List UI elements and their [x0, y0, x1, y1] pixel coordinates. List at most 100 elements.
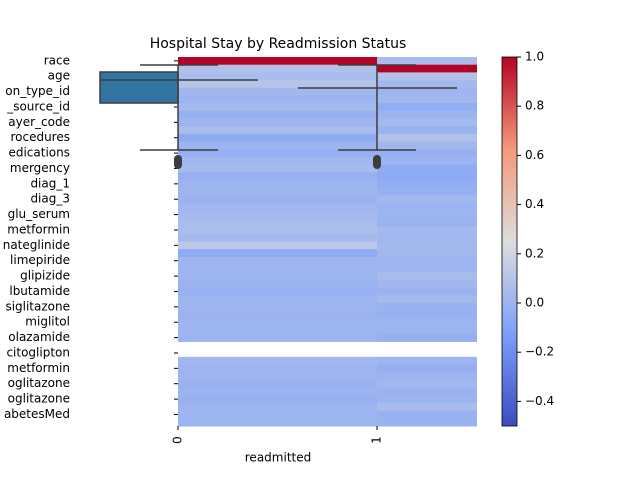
heatmap-cell	[377, 279, 477, 289]
y-tick-label: diag_3	[30, 192, 70, 206]
heatmap-cell	[178, 233, 377, 242]
y-tick-label: glipizide	[20, 269, 70, 283]
heatmap-cell	[377, 402, 477, 412]
y-tick-label: oglitazone	[8, 392, 70, 406]
y-tick-label: metformin	[7, 361, 70, 375]
heatmap-cell	[377, 80, 477, 89]
heatmap-cell	[377, 226, 477, 235]
heatmap-cell	[178, 241, 377, 250]
heatmap-cell	[178, 203, 377, 212]
heatmap-cell	[377, 233, 477, 242]
colorbar	[502, 57, 517, 426]
y-tick-label: oglitazone	[8, 376, 70, 390]
y-tick-label: rocedures	[10, 130, 70, 144]
heatmap-cell	[178, 318, 377, 327]
heatmap-cell	[377, 295, 477, 304]
y-tick-label: citoglipton	[6, 345, 70, 359]
colorbar-frame	[501, 56, 518, 427]
y-tick-label: _source_id	[6, 99, 70, 113]
y-tick-label: abetesMed	[4, 407, 70, 421]
heatmap-cell	[377, 57, 477, 66]
y-tick-label: on_type_id	[5, 84, 70, 98]
heatmap-cell	[377, 264, 477, 273]
heatmap-cell	[178, 272, 377, 281]
heatmap-cell	[178, 210, 377, 219]
heatmap-cell	[377, 203, 477, 212]
heatmap-cell	[178, 149, 377, 158]
y-tick-label: metformin	[7, 222, 70, 236]
boxplot-overlay	[99, 64, 457, 169]
heatmap-cell	[377, 256, 477, 266]
heatmap-cell	[377, 379, 477, 389]
heatmap-cell	[377, 210, 477, 219]
heatmap-cell	[178, 364, 377, 373]
colorbar-tick-label: −0.4	[525, 394, 554, 408]
heatmap-cell	[178, 187, 377, 196]
heatmap-cell	[178, 103, 377, 112]
colorbar-tick-label: 0.6	[525, 148, 544, 162]
heatmap-cell	[178, 379, 377, 389]
heatmap-cell	[178, 326, 377, 335]
heatmap-cell	[178, 356, 377, 365]
colorbar-tick-label: 1.0	[525, 50, 544, 64]
y-tick-label: mergency	[10, 161, 70, 175]
heatmap-cell	[178, 110, 377, 119]
heatmap-cell	[377, 318, 477, 327]
heatmap-cell	[178, 395, 377, 404]
heatmap-cell	[377, 180, 477, 189]
x-tick-label: 0	[171, 436, 185, 444]
fliers	[174, 155, 182, 169]
heatmap-cell	[178, 402, 377, 412]
heatmap-cell	[178, 72, 377, 81]
x-tick-label: 1	[370, 436, 384, 444]
heatmap-cell	[178, 95, 377, 104]
heatmap-cell	[377, 410, 477, 419]
heatmap-cell	[377, 156, 477, 166]
heatmap-cell	[377, 333, 477, 342]
heatmap-cell	[377, 218, 477, 227]
heatmap-cell	[377, 95, 477, 104]
heatmap-cell	[377, 303, 477, 312]
heatmap-cell	[377, 172, 477, 181]
heatmap-cell	[377, 310, 477, 319]
box	[99, 71, 179, 104]
heatmap-cell	[377, 372, 477, 381]
chart-title: Hospital Stay by Readmission Status	[150, 36, 407, 52]
y-tick-label: glu_serum	[8, 207, 70, 221]
heatmap-cell	[178, 279, 377, 289]
heatmap-cell	[178, 295, 377, 304]
heatmap-cell	[178, 310, 377, 319]
heatmap-cell	[178, 264, 377, 273]
heatmap-cell	[377, 72, 477, 81]
heatmap-cell	[178, 410, 377, 419]
fliers	[373, 155, 381, 169]
y-tick-label: edications	[8, 146, 70, 160]
heatmap-cell	[377, 249, 477, 258]
y-tick-label: ayer_code	[8, 115, 70, 129]
heatmap-cell	[377, 241, 477, 250]
heatmap-cell	[377, 387, 477, 396]
heatmap-cell	[377, 164, 477, 173]
heatmap-cell	[178, 195, 377, 204]
heatmap-cell	[377, 118, 477, 127]
y-tick-label: miglitol	[25, 315, 70, 329]
heatmap-cell	[377, 87, 477, 96]
heatmap-cell	[178, 57, 377, 66]
heatmap-cell	[377, 364, 477, 373]
heatmap-cell	[178, 218, 377, 227]
heatmap-cell	[377, 418, 477, 427]
heatmap-cell	[178, 141, 377, 150]
y-tick-label: nateglinide	[3, 238, 70, 252]
colorbar-tick-label: 0.2	[525, 246, 544, 260]
y-tick-label: age	[48, 69, 70, 83]
heatmap-cell	[377, 133, 477, 143]
heatmap	[178, 57, 477, 427]
heatmap-cell	[178, 164, 377, 173]
heatmap-cell	[377, 326, 477, 335]
colorbar-tick-label: 0.0	[525, 296, 544, 310]
y-tick-label: limepiride	[10, 253, 70, 267]
heatmap-cell	[178, 418, 377, 427]
heatmap-cell	[178, 80, 377, 89]
heatmap-cell	[377, 141, 477, 150]
